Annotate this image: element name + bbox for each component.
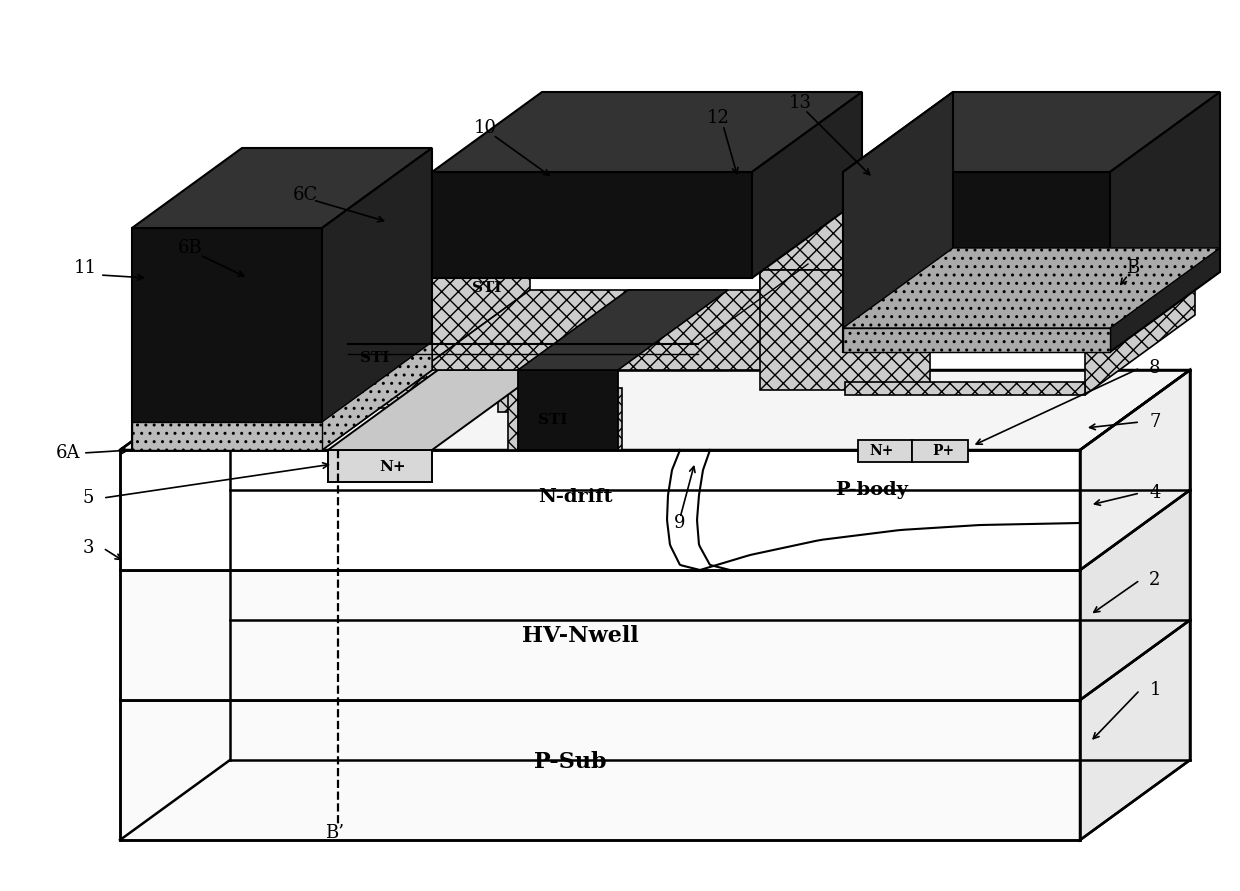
Text: 1: 1 bbox=[1149, 681, 1161, 699]
Polygon shape bbox=[420, 190, 870, 270]
Text: N+: N+ bbox=[379, 460, 407, 474]
Polygon shape bbox=[508, 388, 622, 450]
Polygon shape bbox=[1080, 490, 1190, 700]
Text: B: B bbox=[1126, 259, 1140, 277]
Text: 3: 3 bbox=[82, 539, 94, 557]
Polygon shape bbox=[518, 370, 618, 450]
Polygon shape bbox=[1080, 620, 1190, 840]
Polygon shape bbox=[760, 190, 870, 370]
Text: P-body: P-body bbox=[836, 481, 909, 499]
Polygon shape bbox=[120, 700, 1080, 840]
Text: STI: STI bbox=[472, 281, 502, 295]
Polygon shape bbox=[843, 172, 1110, 352]
Text: STI: STI bbox=[361, 351, 389, 365]
Text: P+: P+ bbox=[932, 444, 954, 458]
Polygon shape bbox=[1110, 92, 1220, 352]
Text: 4: 4 bbox=[1149, 484, 1161, 502]
Polygon shape bbox=[432, 172, 751, 278]
Text: 11: 11 bbox=[73, 259, 97, 277]
Polygon shape bbox=[131, 422, 322, 450]
Text: 10: 10 bbox=[474, 119, 496, 137]
Text: 9: 9 bbox=[675, 514, 686, 532]
Text: 13: 13 bbox=[789, 94, 811, 112]
Polygon shape bbox=[131, 228, 322, 450]
Text: N-drift: N-drift bbox=[538, 488, 613, 506]
Polygon shape bbox=[518, 290, 728, 370]
Polygon shape bbox=[322, 148, 432, 450]
Polygon shape bbox=[844, 382, 1085, 395]
Polygon shape bbox=[131, 148, 432, 228]
Polygon shape bbox=[120, 450, 1080, 570]
Text: 12: 12 bbox=[707, 109, 729, 127]
Polygon shape bbox=[322, 342, 432, 450]
Polygon shape bbox=[760, 270, 930, 390]
Text: HV-Nwell: HV-Nwell bbox=[522, 625, 639, 647]
Polygon shape bbox=[120, 570, 1080, 700]
Polygon shape bbox=[120, 620, 1190, 700]
Polygon shape bbox=[120, 490, 1190, 570]
Polygon shape bbox=[911, 440, 968, 462]
Polygon shape bbox=[432, 92, 862, 172]
Polygon shape bbox=[760, 190, 1040, 270]
Polygon shape bbox=[843, 92, 1220, 172]
Polygon shape bbox=[329, 450, 432, 482]
Polygon shape bbox=[345, 378, 432, 450]
Polygon shape bbox=[420, 290, 870, 370]
Text: N+: N+ bbox=[869, 444, 894, 458]
Text: P-Sub: P-Sub bbox=[533, 751, 606, 773]
Text: 2: 2 bbox=[1149, 571, 1161, 589]
Text: 5: 5 bbox=[82, 489, 94, 507]
Polygon shape bbox=[1080, 370, 1190, 570]
Polygon shape bbox=[329, 370, 542, 450]
Polygon shape bbox=[843, 328, 1110, 352]
Text: 7: 7 bbox=[1149, 413, 1161, 431]
Polygon shape bbox=[415, 348, 529, 412]
Polygon shape bbox=[1085, 272, 1195, 395]
Text: 6B: 6B bbox=[177, 239, 202, 257]
Text: 8: 8 bbox=[1149, 359, 1161, 377]
Polygon shape bbox=[120, 370, 1190, 450]
Polygon shape bbox=[420, 190, 529, 370]
Polygon shape bbox=[843, 92, 954, 352]
Text: 6C: 6C bbox=[293, 186, 317, 204]
Text: STI: STI bbox=[538, 413, 568, 427]
Polygon shape bbox=[844, 272, 1195, 352]
Polygon shape bbox=[751, 92, 862, 278]
Text: B’: B’ bbox=[325, 824, 345, 842]
Text: 6A: 6A bbox=[56, 444, 81, 462]
Polygon shape bbox=[858, 440, 911, 462]
Polygon shape bbox=[843, 248, 1220, 328]
